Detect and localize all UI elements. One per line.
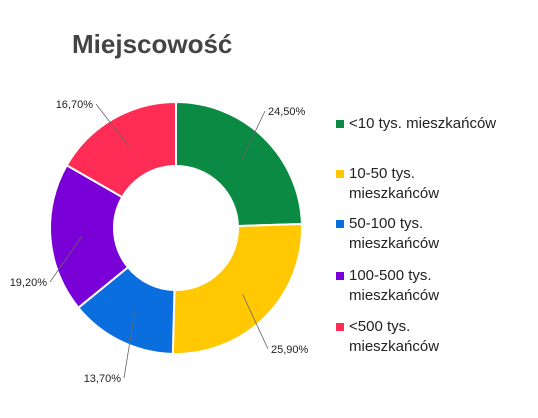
chart-title: Miejscowość: [72, 29, 232, 59]
value-label-10-50-tys-mieszka-c-w: 25,90%: [271, 344, 309, 356]
value-label-100-500-tys-mieszka-c-w: 19,20%: [10, 277, 48, 289]
legend-label-100-500-tys-mieszka-c-w-line-1: 100-500 tys.: [349, 267, 432, 284]
leader-line-100-500-tys-mieszka-c-w: [49, 235, 83, 283]
legend-label-500-tys-mieszka-c-w-line-2: mieszkańców: [349, 338, 439, 355]
legend-label-10-50-tys-mieszka-c-w-line-2: mieszkańców: [349, 185, 439, 202]
legend-label-500-tys-mieszka-c-w-line-1: <500 tys.: [349, 318, 410, 335]
slice-10-50-tys-mieszka-c-w: [171, 223, 303, 355]
legend-swatch-10-50-tys-mieszka-c-w: [336, 170, 344, 178]
legend-label-10-50-tys-mieszka-c-w-line-1: 10-50 tys.: [349, 165, 415, 182]
leader-lines-group: [49, 103, 269, 379]
slice-100-500-tys-mieszka-c-w: [49, 163, 130, 310]
leader-line-500-tys-mieszka-c-w: [95, 103, 130, 147]
slices-group: [49, 100, 303, 355]
value-label-10-tys-mieszka-c-w: 24,50%: [268, 106, 306, 118]
value-labels-group: 24,50% 25,90% 13,70% 19,20% 16,70%: [10, 99, 309, 385]
value-label-500-tys-mieszka-c-w: 16,70%: [56, 99, 94, 111]
legend-swatch-10-tys-mieszka-c-w: [336, 120, 344, 128]
legend-swatch-50-100-tys-mieszka-c-w: [336, 220, 344, 228]
legend-swatch-500-tys-mieszka-c-w: [336, 323, 344, 331]
leader-line-50-100-tys-mieszka-c-w: [123, 312, 136, 379]
value-label-50-100-tys-mieszka-c-w: 13,70%: [84, 373, 122, 385]
legend: <10 tys. mieszkańców 10-50 tys. mieszkańcó…: [336, 115, 496, 355]
legend-label-10-tys-mieszka-c-w-line-1: <10 tys. mieszkańców: [349, 115, 496, 132]
slice-10-tys-mieszka-c-w: [175, 100, 303, 228]
legend-label-50-100-tys-mieszka-c-w-line-2: mieszkańców: [349, 235, 439, 252]
leader-line-10-50-tys-mieszka-c-w: [242, 294, 269, 350]
leader-line-10-tys-mieszka-c-w: [241, 110, 266, 161]
legend-label-100-500-tys-mieszka-c-w-line-2: mieszkańców: [349, 287, 439, 304]
legend-swatch-100-500-tys-mieszka-c-w: [336, 272, 344, 280]
legend-label-50-100-tys-mieszka-c-w-line-1: 50-100 tys.: [349, 215, 423, 232]
slice-500-tys-mieszka-c-w: [65, 100, 177, 199]
